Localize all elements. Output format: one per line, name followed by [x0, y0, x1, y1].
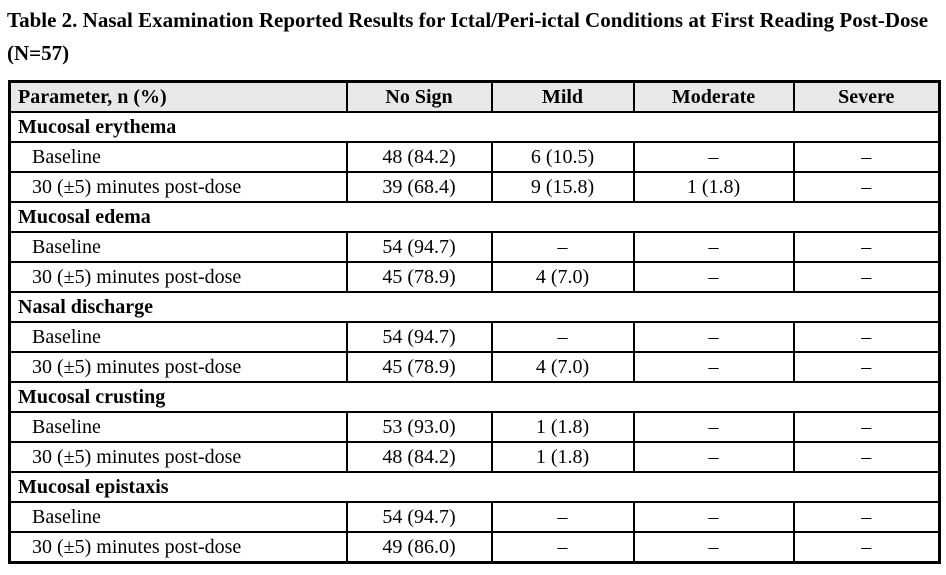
section-header: Mucosal edema	[8, 201, 941, 233]
column-header: No Sign	[345, 80, 493, 113]
data-row: Baseline 54 (94.7) – – –	[8, 501, 941, 533]
column-header: Moderate	[632, 80, 795, 113]
value-cell: –	[792, 321, 941, 353]
section-row: Nasal discharge	[8, 291, 941, 323]
data-row: 30 (±5) minutes post-dose 49 (86.0) – – –	[8, 531, 941, 564]
value-cell: 49 (86.0)	[345, 531, 493, 564]
data-row: 30 (±5) minutes post-dose 39 (68.4) 9 (15.…	[8, 171, 941, 203]
row-label: Baseline	[8, 321, 348, 353]
section-header: Mucosal crusting	[8, 381, 941, 413]
column-header: Mild	[490, 80, 635, 113]
column-header: Severe	[792, 80, 941, 113]
value-cell: 45 (78.9)	[345, 261, 493, 293]
row-label: Baseline	[8, 141, 348, 173]
value-cell: –	[632, 531, 795, 564]
value-cell: –	[632, 411, 795, 443]
value-cell: –	[632, 231, 795, 263]
value-cell: 1 (1.8)	[490, 411, 635, 443]
data-row: Baseline 54 (94.7) – – –	[8, 321, 941, 353]
value-cell: –	[632, 141, 795, 173]
column-header-parameter: Parameter, n (%)	[8, 80, 348, 113]
section-header: Nasal discharge	[8, 291, 941, 323]
value-cell: –	[792, 231, 941, 263]
value-cell: –	[792, 411, 941, 443]
table-body: Mucosal erythema Baseline 48 (84.2) 6 (10.5…	[8, 111, 941, 564]
row-label: Baseline	[8, 231, 348, 263]
value-cell: –	[792, 501, 941, 533]
value-cell: 6 (10.5)	[490, 141, 635, 173]
section-row: Mucosal erythema	[8, 111, 941, 143]
section-header: Mucosal epistaxis	[8, 471, 941, 503]
value-cell: 39 (68.4)	[345, 171, 493, 203]
section-row: Mucosal epistaxis	[8, 471, 941, 503]
row-label: 30 (±5) minutes post-dose	[8, 351, 348, 383]
value-cell: 1 (1.8)	[490, 441, 635, 473]
value-cell: 1 (1.8)	[632, 171, 795, 203]
row-label: 30 (±5) minutes post-dose	[8, 261, 348, 293]
value-cell: 54 (94.7)	[345, 231, 493, 263]
data-row: 30 (±5) minutes post-dose 45 (78.9) 4 (7.0…	[8, 261, 941, 293]
results-table: Parameter, n (%) No Sign Mild Moderate Sever…	[8, 80, 941, 564]
row-label: Baseline	[8, 411, 348, 443]
value-cell: 9 (15.8)	[490, 171, 635, 203]
value-cell: –	[490, 321, 635, 353]
value-cell: –	[792, 531, 941, 564]
value-cell: 45 (78.9)	[345, 351, 493, 383]
value-cell: –	[792, 261, 941, 293]
value-cell: 53 (93.0)	[345, 411, 493, 443]
section-row: Mucosal edema	[8, 201, 941, 233]
value-cell: –	[792, 141, 941, 173]
value-cell: –	[792, 351, 941, 383]
value-cell: –	[490, 531, 635, 564]
table-caption: Table 2. Nasal Examination Reported Resu…	[7, 8, 929, 65]
value-cell: 4 (7.0)	[490, 351, 635, 383]
value-cell: –	[490, 231, 635, 263]
value-cell: –	[632, 351, 795, 383]
data-row: Baseline 48 (84.2) 6 (10.5) – –	[8, 141, 941, 173]
section-row: Mucosal crusting	[8, 381, 941, 413]
value-cell: –	[792, 171, 941, 203]
value-cell: 48 (84.2)	[345, 141, 493, 173]
data-row: Baseline 54 (94.7) – – –	[8, 231, 941, 263]
value-cell: –	[632, 501, 795, 533]
value-cell: –	[632, 441, 795, 473]
value-cell: –	[632, 261, 795, 293]
value-cell: 48 (84.2)	[345, 441, 493, 473]
data-row: 30 (±5) minutes post-dose 45 (78.9) 4 (7.0…	[8, 351, 941, 383]
value-cell: –	[490, 501, 635, 533]
value-cell: –	[632, 321, 795, 353]
section-header: Mucosal erythema	[8, 111, 941, 143]
value-cell: 54 (94.7)	[345, 321, 493, 353]
row-label: Baseline	[8, 501, 348, 533]
data-row: Baseline 53 (93.0) 1 (1.8) – –	[8, 411, 941, 443]
row-label: 30 (±5) minutes post-dose	[8, 531, 348, 564]
value-cell: 4 (7.0)	[490, 261, 635, 293]
value-cell: 54 (94.7)	[345, 501, 493, 533]
data-row: 30 (±5) minutes post-dose 48 (84.2) 1 (1.8…	[8, 441, 941, 473]
row-label: 30 (±5) minutes post-dose	[8, 441, 348, 473]
value-cell: –	[792, 441, 941, 473]
row-label: 30 (±5) minutes post-dose	[8, 171, 348, 203]
header-row: Parameter, n (%) No Sign Mild Moderate Sever…	[8, 80, 941, 113]
table-header: Parameter, n (%) No Sign Mild Moderate Sever…	[8, 80, 941, 113]
